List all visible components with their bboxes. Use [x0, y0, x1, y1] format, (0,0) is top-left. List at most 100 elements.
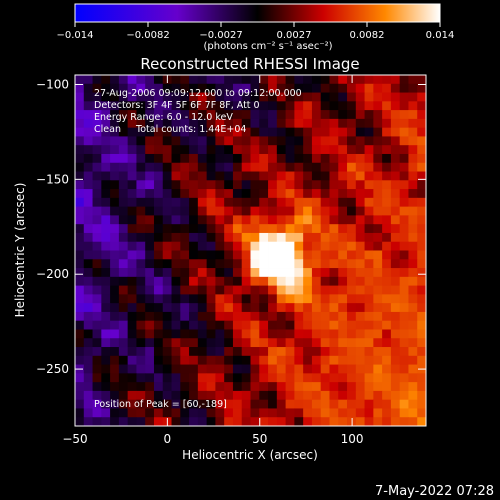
- heatmap-cell: [206, 382, 216, 392]
- heatmap-cell: [224, 417, 234, 426]
- heatmap-cell: [276, 294, 287, 304]
- heatmap-cell: [101, 399, 111, 409]
- heatmap-cell: [259, 390, 269, 401]
- heatmap-cell: [189, 171, 199, 181]
- heatmap-cell: [215, 145, 225, 155]
- heatmap-cell: [127, 311, 137, 322]
- heatmap-cell: [153, 311, 164, 322]
- heatmap-cell: [408, 83, 418, 93]
- heatmap-cell: [355, 268, 365, 278]
- heatmap-cell: [75, 110, 85, 120]
- heatmap-cell: [268, 110, 278, 120]
- heatmap-cell: [162, 338, 172, 348]
- heatmap-cell: [382, 294, 392, 304]
- heatmap-cell: [390, 373, 401, 383]
- heatmap-cell: [206, 153, 216, 164]
- heatmap-cell: [171, 329, 181, 339]
- heatmap-cell: [189, 311, 199, 322]
- heatmap-cell: [136, 399, 146, 409]
- heatmap-cell: [153, 92, 164, 102]
- heatmap-cell: [364, 382, 374, 392]
- heatmap-cell: [153, 417, 164, 426]
- heatmap-cell: [224, 294, 234, 304]
- heatmap-cell: [206, 355, 216, 365]
- heatmap-cell: [232, 127, 243, 137]
- heatmap-cell: [373, 276, 383, 287]
- heatmap-cell: [399, 224, 409, 234]
- heatmap-cell: [408, 408, 418, 418]
- heatmap-cell: [390, 75, 401, 85]
- heatmap-cell: [180, 171, 190, 181]
- heatmap-cell: [311, 382, 322, 392]
- heatmap-cell: [75, 347, 85, 357]
- heatmap-cell: [338, 153, 348, 164]
- heatmap-cell: [75, 320, 85, 330]
- heatmap-cell: [408, 268, 418, 278]
- heatmap-cell: [355, 408, 365, 418]
- heatmap-cell: [355, 303, 365, 313]
- heatmap-cell: [276, 92, 287, 102]
- heatmap-cell: [83, 390, 93, 401]
- heatmap-cell: [241, 268, 251, 278]
- heatmap-cell: [197, 390, 208, 401]
- heatmap-cell: [338, 92, 348, 102]
- heatmap-cell: [215, 215, 225, 225]
- heatmap-cell: [92, 101, 102, 111]
- heatmap-cell: [268, 320, 278, 330]
- heatmap-cell: [399, 408, 409, 418]
- heatmap-cell: [355, 417, 365, 426]
- heatmap-cell: [382, 189, 392, 199]
- heatmap-cell: [197, 382, 208, 392]
- heatmap-cell: [390, 294, 401, 304]
- heatmap-cell: [83, 259, 93, 269]
- heatmap-cell: [285, 206, 295, 216]
- heatmap-cell: [189, 180, 199, 190]
- heatmap-cell: [329, 197, 339, 208]
- heatmap-cell: [206, 303, 216, 313]
- heatmap-cell: [382, 329, 392, 339]
- heatmap-cell: [241, 241, 251, 251]
- heatmap-cell: [83, 276, 93, 287]
- heatmap-cell: [215, 311, 225, 322]
- heatmap-cell: [118, 373, 129, 383]
- heatmap-cell: [399, 285, 409, 295]
- heatmap-cell: [215, 320, 225, 330]
- heatmap-cell: [259, 224, 269, 234]
- heatmap-cell: [294, 259, 304, 269]
- heatmap-cell: [329, 276, 339, 287]
- heatmap-cell: [224, 241, 234, 251]
- heatmap-cell: [232, 145, 243, 155]
- heatmap-cell: [118, 206, 129, 216]
- heatmap-cell: [417, 75, 426, 85]
- heatmap-cell: [338, 101, 348, 111]
- heatmap-cell: [382, 180, 392, 190]
- heatmap-cell: [320, 189, 330, 199]
- heatmap-cell: [259, 311, 269, 322]
- heatmap-cell: [232, 303, 243, 313]
- heatmap-cell: [408, 250, 418, 260]
- heatmap-cell: [92, 127, 102, 137]
- heatmap-cell: [276, 390, 287, 401]
- heatmap-cell: [399, 329, 409, 339]
- heatmap-cell: [180, 83, 190, 93]
- heatmap-cell: [364, 110, 374, 120]
- heatmap-cell: [232, 101, 243, 111]
- heatmap-cell: [189, 276, 199, 287]
- heatmap-cell: [390, 92, 401, 102]
- heatmap-cell: [390, 364, 401, 374]
- heatmap-cell: [145, 162, 155, 172]
- heatmap-cell: [268, 171, 278, 181]
- heatmap-cell: [171, 83, 181, 93]
- heatmap-cell: [373, 180, 383, 190]
- heatmap-cell: [110, 118, 120, 129]
- peak-position-label: Position of Peak = [60,-189]: [94, 399, 227, 410]
- x-tick-label: 50: [252, 432, 267, 446]
- heatmap-cell: [232, 215, 243, 225]
- heatmap-cell: [408, 373, 418, 383]
- heatmap-cell: [232, 250, 243, 260]
- heatmap-cell: [390, 329, 401, 339]
- x-axis-label: Heliocentric X (arcsec): [182, 448, 318, 462]
- heatmap-cell: [390, 197, 401, 208]
- heatmap-cell: [364, 197, 374, 208]
- heatmap-cell: [232, 224, 243, 234]
